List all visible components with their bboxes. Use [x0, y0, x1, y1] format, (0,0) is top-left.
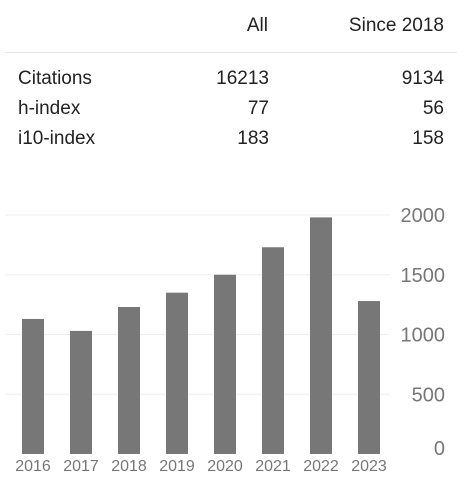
stat-value-since: 9134: [401, 68, 444, 89]
stat-label[interactable]: Citations: [18, 68, 92, 89]
x-tick-label-2017: 2017: [63, 458, 99, 475]
stat-label[interactable]: i10-index: [18, 128, 96, 149]
x-tick-label-2021: 2021: [255, 458, 291, 475]
stat-label[interactable]: h-index: [18, 98, 81, 119]
bar-2021[interactable]: [262, 247, 284, 454]
bar-2022[interactable]: [310, 217, 332, 454]
bar-2020[interactable]: [214, 274, 236, 454]
stat-value-since: 56: [422, 98, 444, 119]
y-tick-label: 2000: [401, 205, 446, 227]
stat-value-since: 158: [412, 128, 444, 149]
y-tick-label: 500: [412, 384, 445, 406]
x-tick-label-2016: 2016: [15, 458, 51, 475]
stat-value-all: 16213: [216, 68, 269, 89]
stats-row-citations: Citations 16213 9134: [0, 68, 465, 98]
stat-value-all: 77: [247, 98, 269, 119]
y-tick-label: 1000: [401, 325, 446, 347]
y-tick-label: 1500: [401, 265, 446, 287]
chart-x-axis-labels: 2016 2017 2018 2019 2020 2021 2022 2023: [15, 458, 387, 475]
stats-row-i10-index: i10-index 183 158: [0, 128, 465, 158]
chart-bars: [22, 217, 380, 454]
chart-gridlines: [5, 214, 390, 395]
bar-2019[interactable]: [166, 292, 188, 454]
stats-header-row: All Since 2018: [5, 0, 457, 53]
x-tick-label-2019: 2019: [159, 458, 195, 475]
stats-row-h-index: h-index 77 56: [0, 98, 465, 128]
column-header-all: All: [246, 15, 268, 36]
bar-2023[interactable]: [358, 301, 380, 454]
bar-2016[interactable]: [22, 318, 44, 454]
y-tick-label: 0: [434, 438, 445, 460]
bar-2017[interactable]: [70, 330, 92, 454]
stat-value-all: 183: [237, 128, 269, 149]
bar-2018[interactable]: [118, 307, 140, 454]
chart-y-axis-labels: 0 500 1000 1500 2000: [401, 205, 446, 460]
x-tick-label-2018: 2018: [111, 458, 147, 475]
column-header-since-2018: Since 2018: [348, 15, 444, 36]
x-tick-label-2022: 2022: [303, 458, 339, 475]
x-tick-label-2023: 2023: [351, 458, 387, 475]
citations-per-year-chart: 0 500 1000 1500 2000 2016 2017 2018 2019 2020 202…: [5, 205, 446, 475]
x-tick-label-2020: 2020: [207, 458, 243, 475]
